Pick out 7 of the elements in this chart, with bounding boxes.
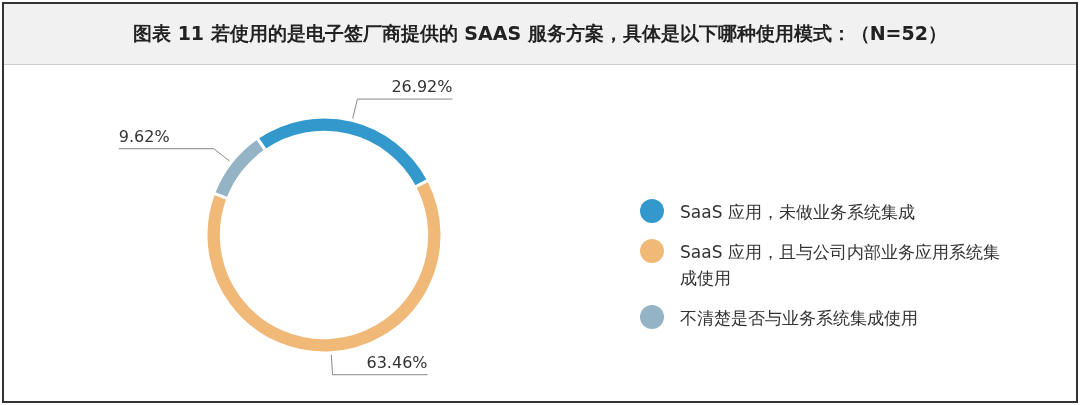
data-label: 9.62% [118, 126, 170, 146]
legend-label: SaaS 应用，未做业务系统集成 [680, 201, 915, 224]
legend-label: 不清楚是否与业务系统集成使用 [680, 307, 918, 330]
legend-label: SaaS 应用，且与公司内部业务应用系统集成使用 [680, 241, 1001, 290]
data-label: 63.46% [366, 352, 428, 372]
chart-title: 图表 11 若使用的是电子签厂商提供的 SAAS 服务方案，具体是以下哪种使用模式：（N=52） [4, 4, 1076, 65]
data-label: 26.92% [391, 77, 453, 97]
